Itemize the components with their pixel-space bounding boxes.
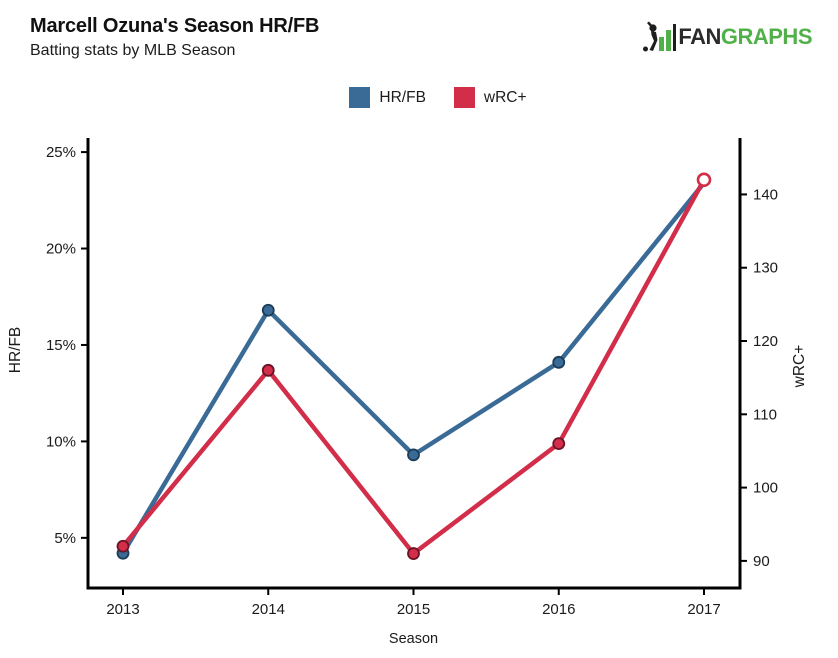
left-axis-tick-label: 25% bbox=[46, 144, 76, 161]
series-line bbox=[120, 180, 707, 556]
data-point bbox=[261, 303, 275, 317]
logo-text-fan: FAN bbox=[678, 24, 721, 49]
data-point bbox=[261, 363, 275, 377]
series-hrfb bbox=[116, 180, 707, 560]
chart-header: Marcell Ozuna's Season HR/FB Batting sta… bbox=[30, 14, 319, 60]
data-point-open bbox=[696, 172, 712, 188]
legend-label-wrc: wRC+ bbox=[483, 88, 527, 106]
series-wrc bbox=[116, 172, 712, 560]
data-point bbox=[552, 355, 566, 369]
data-point bbox=[116, 539, 130, 553]
left-axis-tick-label: 20% bbox=[46, 241, 76, 258]
right-axis: 140 130 120 110 100 90 wRC+ bbox=[740, 186, 808, 570]
x-axis-tick-label: 2017 bbox=[687, 601, 720, 618]
right-axis-tick-label: 120 bbox=[753, 333, 778, 350]
left-axis-tick-label: 5% bbox=[54, 530, 76, 547]
axes bbox=[86, 138, 742, 590]
fangraphs-logo: FANGRAPHS bbox=[642, 20, 813, 54]
fangraphs-logo-icon bbox=[643, 21, 677, 52]
logo-text-graphs: GRAPHS bbox=[720, 24, 813, 49]
left-axis-title: HR/FB bbox=[7, 327, 24, 374]
right-axis-tick-label: 140 bbox=[753, 186, 778, 203]
right-axis-tick-label: 90 bbox=[753, 553, 770, 570]
data-point bbox=[407, 547, 420, 560]
legend-swatch-hrfb bbox=[349, 87, 371, 108]
right-axis-title: wRC+ bbox=[791, 345, 808, 389]
data-point bbox=[552, 437, 566, 451]
x-axis: 2013 2014 2015 2016 2017 Season bbox=[106, 588, 721, 647]
x-axis-title: Season bbox=[389, 631, 438, 647]
right-axis-tick-label: 100 bbox=[753, 480, 778, 497]
data-point bbox=[407, 448, 420, 462]
legend-swatch-wrc bbox=[453, 87, 475, 108]
right-axis-tick-label: 110 bbox=[753, 406, 777, 423]
left-axis-tick-label: 15% bbox=[46, 337, 76, 354]
right-axis-tick-label: 130 bbox=[753, 260, 778, 277]
series-line bbox=[120, 177, 707, 556]
fangraphs-logo-text: FANGRAPHS bbox=[678, 26, 812, 48]
page-subtitle: Batting stats by MLB Season bbox=[30, 42, 236, 59]
left-axis: 25% 20% 15% 10% 5% HR/FB bbox=[7, 144, 88, 547]
chart-legend: HR/FB wRC+ bbox=[0, 87, 838, 108]
left-axis-tick-label: 10% bbox=[46, 433, 76, 450]
legend-label-hrfb: HR/FB bbox=[379, 88, 426, 106]
legend-item-hrfb: HR/FB bbox=[349, 87, 426, 108]
legend-item-wrc: wRC+ bbox=[453, 87, 527, 108]
x-axis-tick-label: 2015 bbox=[397, 601, 430, 618]
x-axis-tick-label: 2014 bbox=[252, 601, 285, 618]
x-axis-tick-label: 2013 bbox=[106, 601, 139, 618]
page-title: Marcell Ozuna's Season HR/FB bbox=[30, 15, 320, 37]
x-axis-tick-label: 2016 bbox=[542, 601, 575, 618]
